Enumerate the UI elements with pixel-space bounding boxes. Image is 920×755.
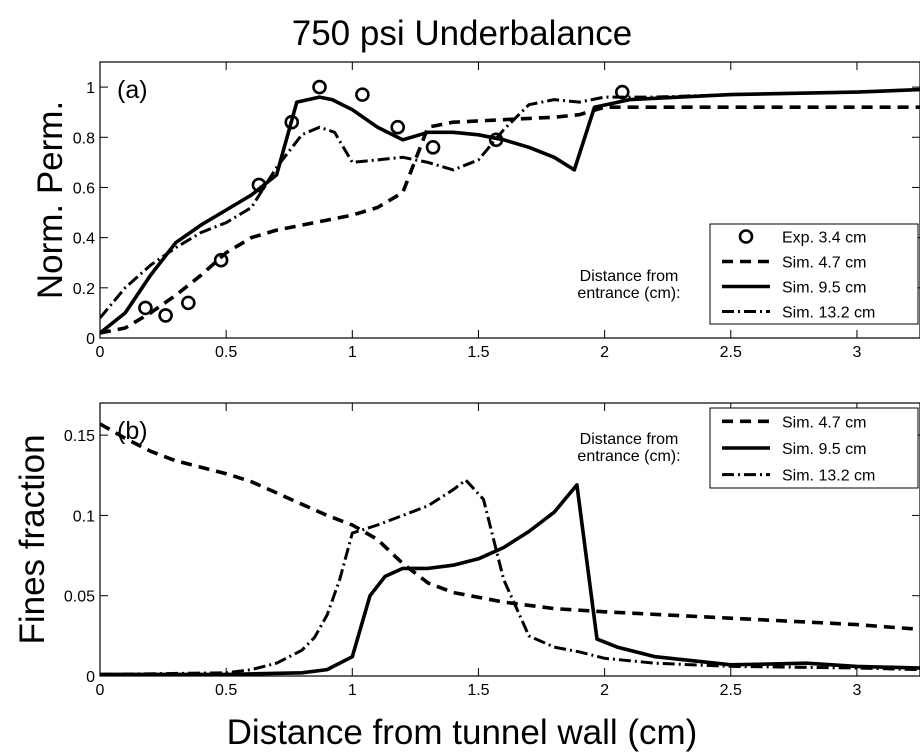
legend-label-sim-13-2-cm: Sim. 13.2 cm <box>782 305 875 322</box>
legend: Exp. 3.4 cm Sim. 4.7 cm Sim. 9.5 cm Sim. 13… <box>709 223 919 325</box>
panel-label: (a) <box>117 76 148 104</box>
series-line-sim-9-5-cm <box>100 483 920 677</box>
series-line-sim-4-7-cm <box>100 105 920 335</box>
y-tick-label: 0.1 <box>73 508 95 525</box>
x-tick-label: 1 <box>348 344 357 361</box>
y-tick-label: 0.4 <box>73 231 95 248</box>
y-tick-label: 0.6 <box>73 180 95 197</box>
legend-box <box>709 223 919 325</box>
legend-note: entrance (cm): <box>577 285 680 302</box>
series-group <box>100 79 920 335</box>
legend-marker-exp-3-4-cm <box>738 229 754 244</box>
x-tick-label: 1.5 <box>467 682 489 699</box>
x-tick-label: 2 <box>600 344 609 361</box>
y-tick-label: 0.05 <box>64 589 95 606</box>
series-line-sim-13-2-cm <box>100 478 920 676</box>
data-point-exp-3-4-cm <box>425 140 441 155</box>
legend-label-sim-9-5-cm: Sim. 9.5 cm <box>782 441 866 458</box>
data-point-exp-3-4-cm <box>312 79 327 95</box>
figure-title: 750 psi Underbalance <box>292 14 633 53</box>
x-tick-label: 0 <box>96 682 105 699</box>
legend-label-sim-9-5-cm: Sim. 9.5 cm <box>782 280 866 297</box>
x-tick-label: 2.5 <box>720 682 742 699</box>
x-tick-label: 0 <box>96 344 105 361</box>
x-tick-label: 0.5 <box>215 344 237 361</box>
x-tick-label: 3 <box>852 344 861 361</box>
data-point-exp-3-4-cm <box>181 295 196 311</box>
y-tick-label: 0.8 <box>73 130 95 147</box>
legend: Sim. 4.7 cm Sim. 9.5 cm Sim. 13.2 cm <box>709 407 919 489</box>
x-tick-label: 2 <box>600 682 609 699</box>
x-tick-label: 0.5 <box>215 682 237 699</box>
x-tick-label: 1 <box>348 682 357 699</box>
x-tick-label: 2.5 <box>720 344 742 361</box>
data-point-exp-3-4-cm <box>390 119 406 135</box>
legend-note: entrance (cm): <box>577 448 680 465</box>
legend-label-sim-13-2-cm: Sim. 13.2 cm <box>782 468 875 485</box>
plot-area-frame <box>99 61 920 339</box>
data-point-exp-3-4-cm <box>138 300 153 316</box>
y-tick-label: 0.2 <box>73 281 95 298</box>
series-line-sim-4-7-cm <box>100 422 920 632</box>
y-tick-label: 1 <box>86 80 95 97</box>
data-point-exp-3-4-cm <box>355 87 370 102</box>
x-axis-label: Distance from tunnel wall (cm) <box>227 713 698 752</box>
y-tick-label: 0 <box>86 669 95 686</box>
y-tick-label: 0 <box>86 331 95 348</box>
data-point-exp-3-4-cm <box>158 308 173 323</box>
x-tick-label: 1.5 <box>467 344 489 361</box>
legend-label-sim-4-7-cm: Sim. 4.7 cm <box>782 414 866 431</box>
legend-note: Distance from <box>580 431 679 448</box>
legend-label-exp-3-4-cm: Exp. 3.4 cm <box>782 230 866 247</box>
y-tick-label: 0.15 <box>64 428 95 445</box>
data-point-exp-3-4-cm <box>213 252 229 268</box>
series-line-sim-13-2-cm <box>100 88 920 319</box>
legend-label-sim-4-7-cm: Sim. 4.7 cm <box>782 255 866 272</box>
series-line-sim-9-5-cm <box>100 87 920 335</box>
chart-panel-a: 0 0.5 1 1.5 2 2.5 3 0 0.2 0.4 0.6 0.8 1 Norm. Perm. (a… <box>31 61 920 361</box>
y-axis-label: Norm. Perm. <box>31 101 70 299</box>
legend-note: Distance from <box>580 268 679 285</box>
series-group <box>100 422 920 677</box>
y-axis-label: Fines fraction <box>13 434 52 644</box>
x-tick-label: 3 <box>852 682 861 699</box>
plot-area-frame <box>99 402 920 677</box>
